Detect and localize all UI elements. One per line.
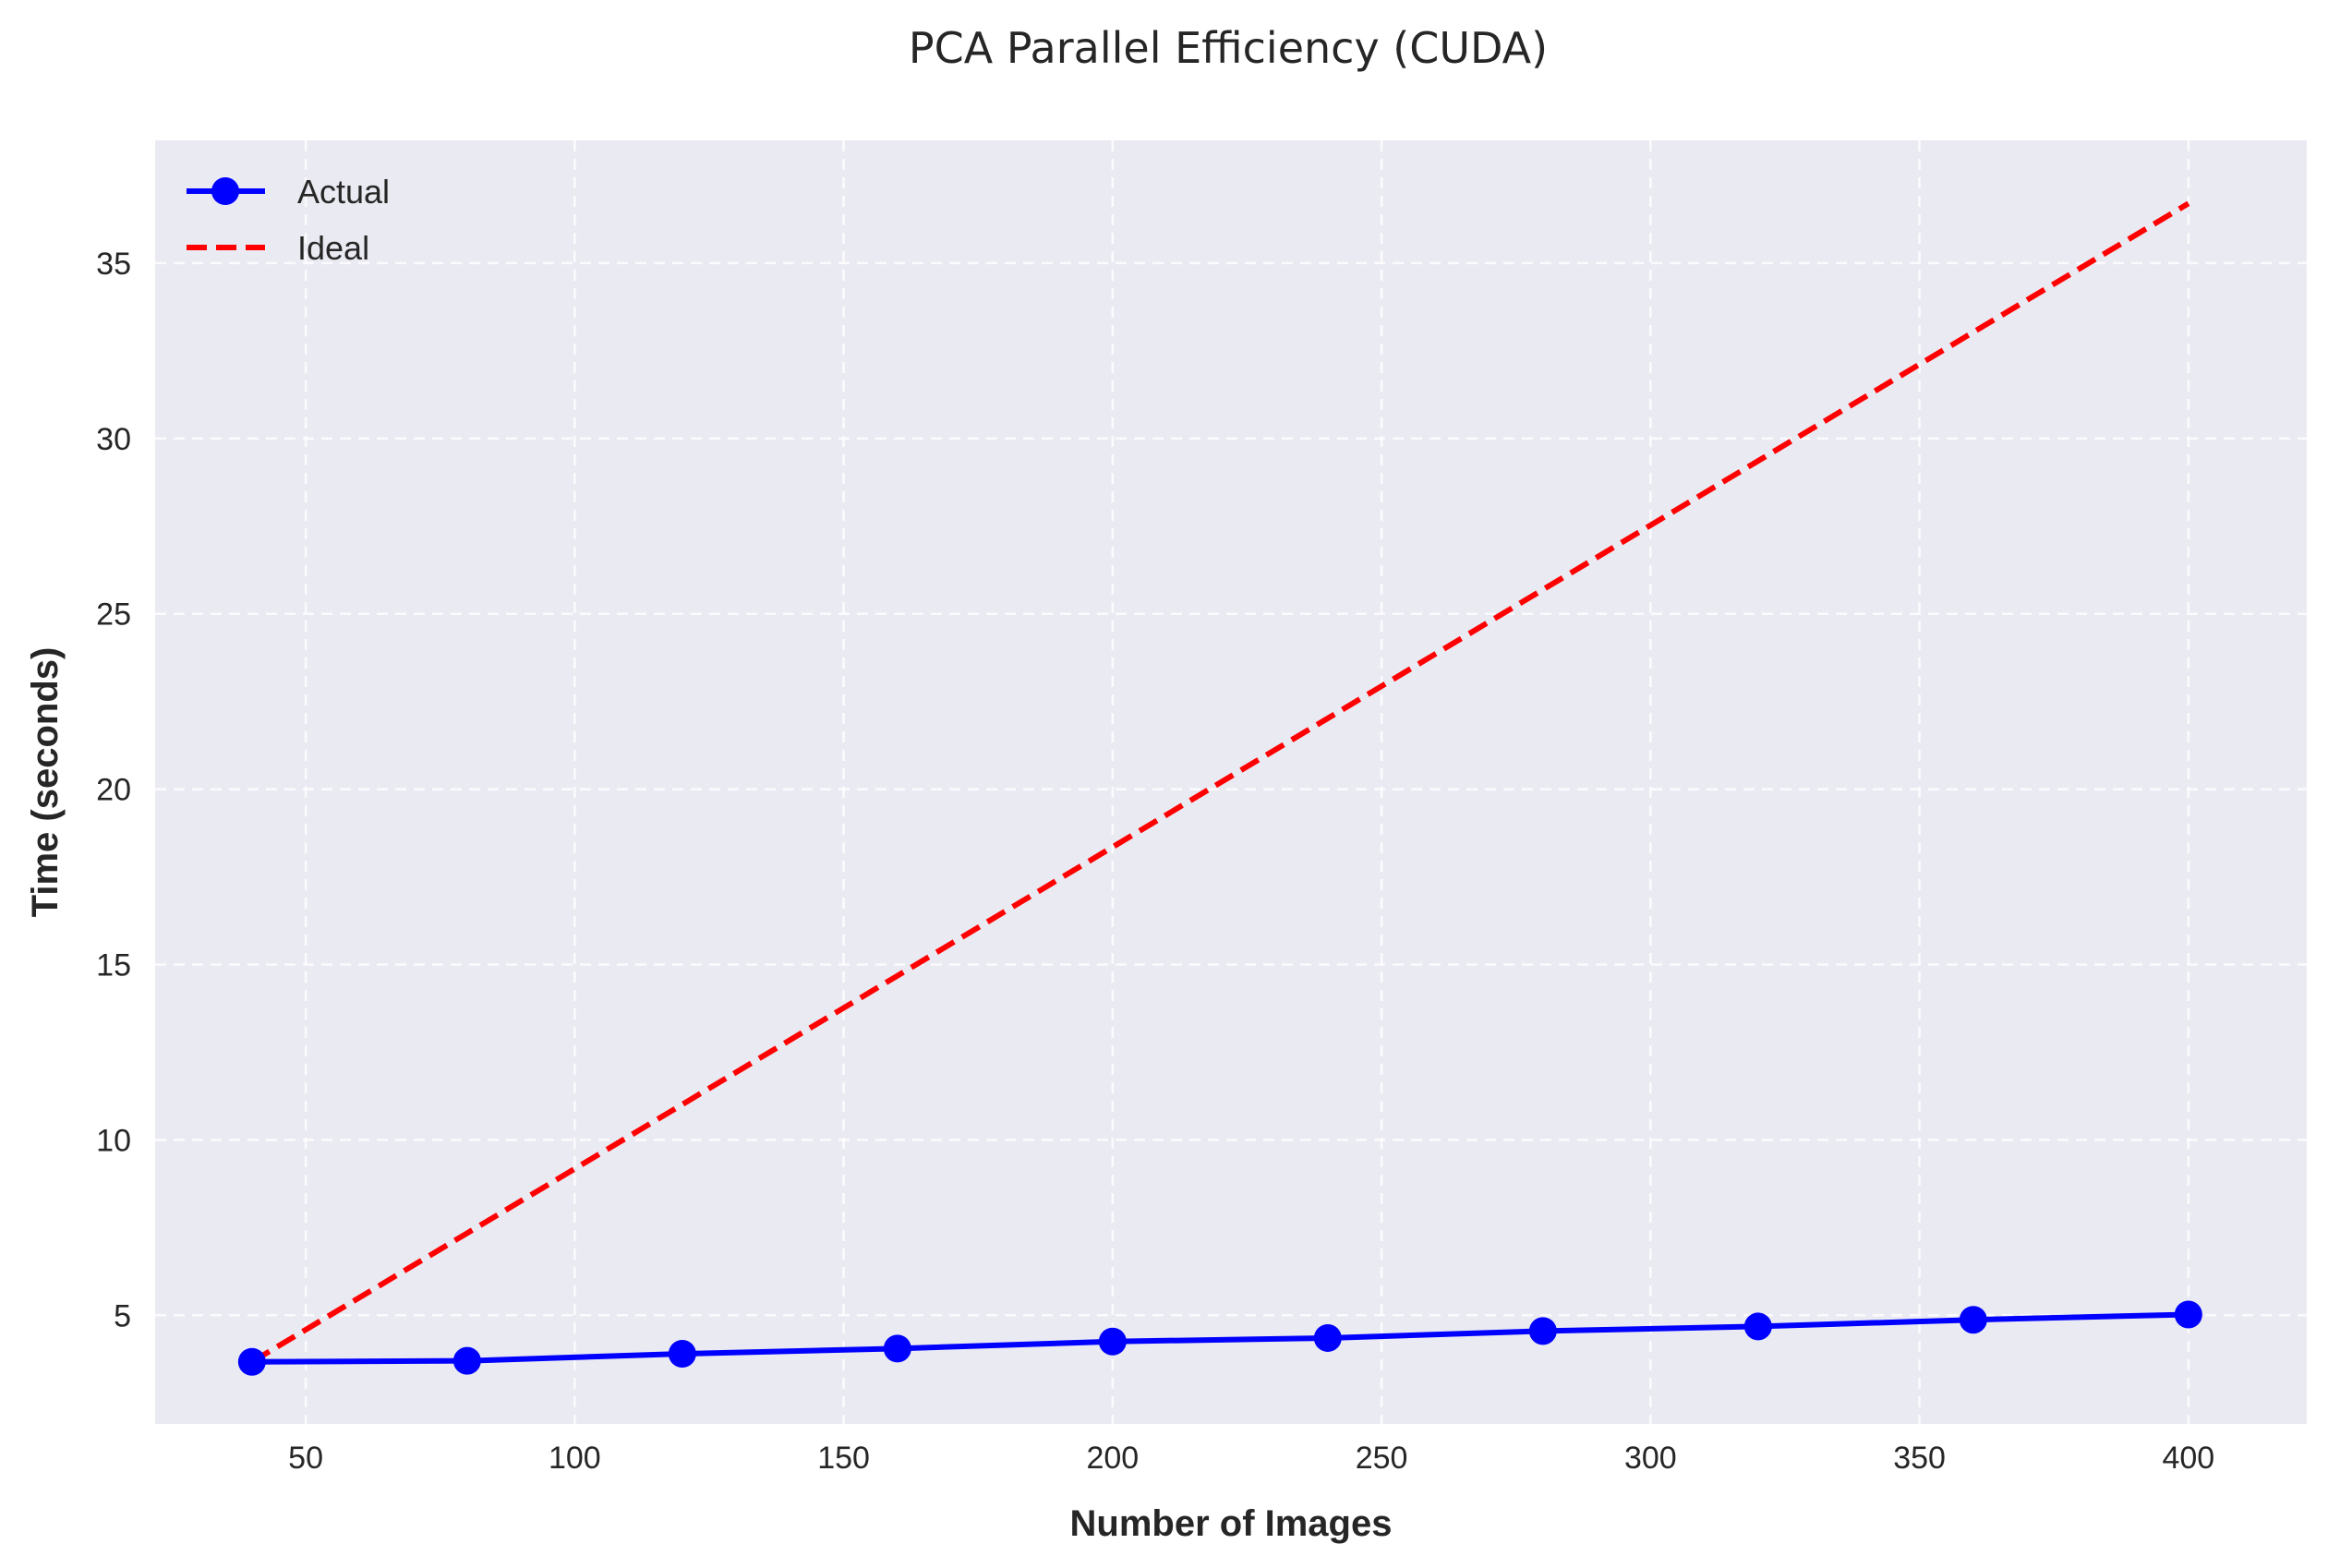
x-tick-label: 350: [1893, 1441, 1946, 1476]
x-tick-label: 300: [1624, 1441, 1677, 1476]
actual-data-point: [1959, 1306, 1987, 1334]
y-tick-label: 15: [96, 947, 131, 983]
ideal-series-line: [250, 200, 2190, 1365]
series: [237, 200, 2202, 1376]
actual-series-line: [251, 1311, 2189, 1365]
x-tick-label: 50: [288, 1441, 323, 1476]
x-tick-label: 100: [549, 1441, 601, 1476]
y-tick-label: 20: [96, 773, 131, 808]
legend: Actual Ideal: [187, 173, 390, 267]
x-axis-label: Number of Images: [1070, 1503, 1393, 1544]
actual-data-point: [1313, 1323, 1342, 1352]
chart-title: PCA Parallel Efficiency (CUDA): [909, 23, 1548, 73]
x-tick-label: 200: [1086, 1441, 1139, 1476]
x-tick-label: 150: [817, 1441, 870, 1476]
legend-actual-label: Actual: [297, 173, 390, 211]
actual-data-point: [1528, 1317, 1557, 1345]
actual-data-point: [883, 1334, 911, 1363]
actual-data-point: [237, 1347, 266, 1376]
legend-ideal-label: Ideal: [297, 229, 369, 267]
actual-data-point: [668, 1340, 696, 1369]
y-tick-label: 10: [96, 1123, 131, 1158]
y-axis-label: Time (seconds): [25, 647, 66, 918]
x-tick-label: 400: [2162, 1441, 2214, 1476]
actual-data-point: [1098, 1327, 1127, 1356]
ticks: 50 100 150 200 250 300 350 400 5 10 15 20 25 30 35: [96, 247, 2214, 1476]
y-tick-label: 35: [96, 247, 131, 282]
y-tick-label: 5: [114, 1298, 131, 1333]
actual-data-point: [452, 1346, 481, 1375]
plot-area: [155, 140, 2307, 1424]
grid: [155, 140, 2307, 1424]
actual-data-point: [2174, 1300, 2202, 1329]
y-tick-label: 30: [96, 422, 131, 457]
actual-data-point: [1743, 1312, 1772, 1341]
legend-actual-marker: [211, 177, 239, 205]
y-tick-label: 25: [96, 597, 131, 633]
x-tick-label: 250: [1356, 1441, 1408, 1476]
